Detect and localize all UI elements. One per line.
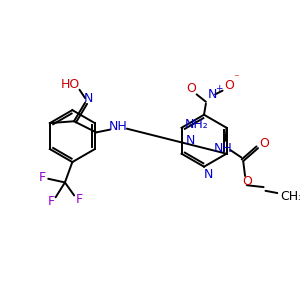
Text: NH: NH (109, 120, 128, 133)
Text: NH₂: NH₂ (184, 118, 208, 130)
Text: HO: HO (61, 78, 80, 91)
Text: N: N (186, 134, 196, 147)
Text: N: N (208, 88, 217, 101)
Text: ⁻: ⁻ (233, 74, 239, 84)
Text: O: O (186, 82, 196, 95)
Text: F: F (75, 193, 82, 206)
Text: F: F (39, 171, 46, 184)
Text: N: N (204, 168, 213, 181)
Text: NH: NH (213, 142, 232, 154)
Text: N: N (84, 92, 94, 105)
Text: O: O (242, 175, 252, 188)
Text: F: F (47, 194, 55, 208)
Text: O: O (260, 137, 269, 150)
Text: +: + (215, 84, 223, 93)
Text: O: O (224, 79, 234, 92)
Text: CH₃: CH₃ (280, 190, 300, 203)
